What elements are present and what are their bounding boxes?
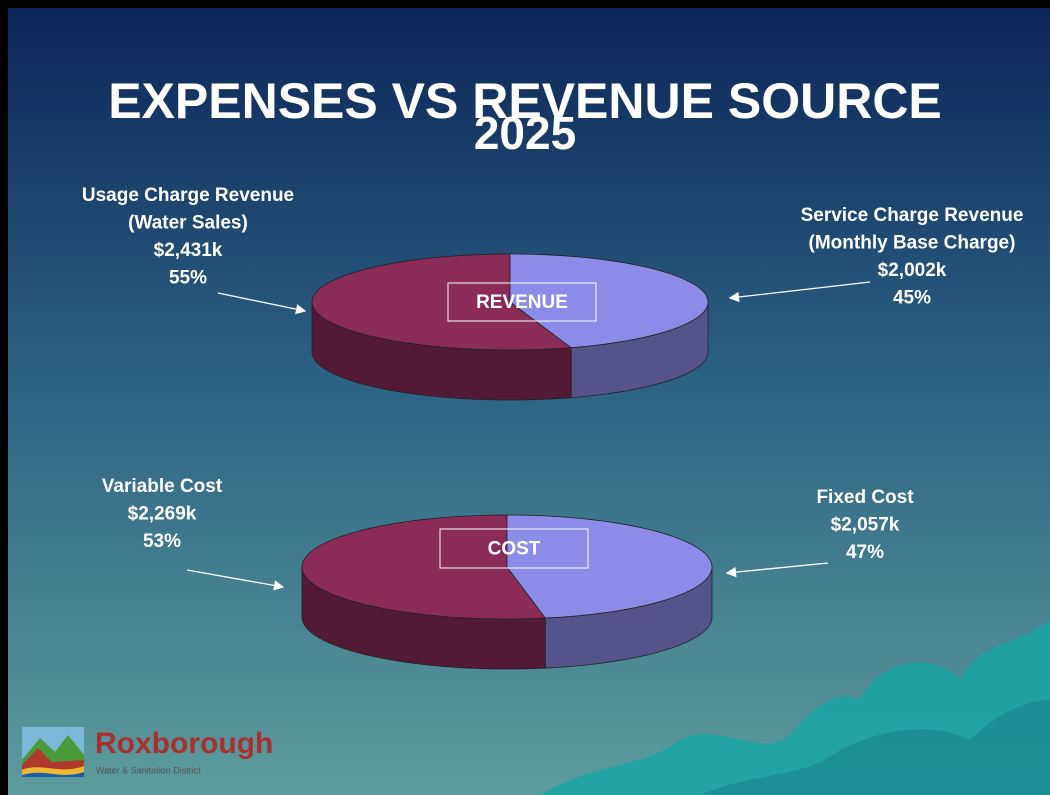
slice-amount: $2,057k [831, 515, 900, 536]
slice-label: Usage Charge Revenue [82, 185, 294, 206]
slice-label: Service Charge Revenue [801, 205, 1024, 226]
slice-percent: 55% [169, 268, 207, 289]
slice-label: Fixed Cost [816, 487, 914, 508]
slice-label: (Monthly Base Charge) [809, 233, 1016, 254]
slice-amount: $2,002k [878, 260, 947, 281]
slice-percent: 45% [893, 288, 931, 309]
slice-amount: $2,269k [128, 504, 197, 525]
logo-subtitle: Water & Sanitation District [96, 765, 201, 775]
center-label: COST [488, 539, 541, 560]
title-line: 2025 [474, 107, 576, 159]
center-label: REVENUE [476, 292, 568, 313]
slide: EXPENSES VS REVENUE SOURCE 2025 Roxborou… [0, 0, 1050, 795]
slice-percent: 53% [143, 531, 181, 552]
slice-label: Variable Cost [102, 476, 223, 497]
slice-percent: 47% [846, 542, 884, 563]
logo-icon [22, 727, 84, 777]
logo-name: Roxborough [95, 727, 273, 760]
slice-amount: $2,431k [154, 240, 223, 261]
slice-label: (Water Sales) [128, 213, 248, 234]
